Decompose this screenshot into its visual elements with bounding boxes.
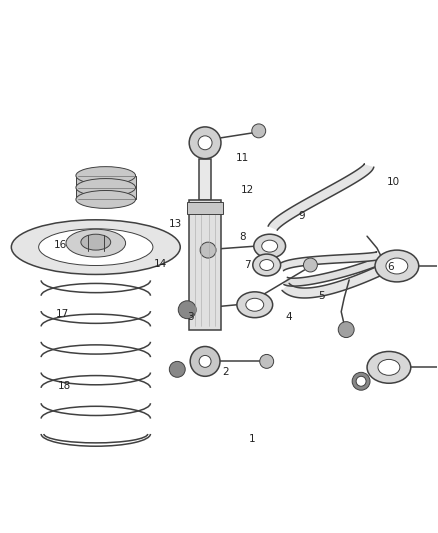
Circle shape (198, 136, 212, 150)
Circle shape (338, 321, 354, 337)
Text: 5: 5 (318, 290, 325, 301)
Circle shape (170, 361, 185, 377)
Circle shape (378, 256, 390, 268)
Ellipse shape (367, 351, 411, 383)
Ellipse shape (262, 240, 278, 252)
Text: 1: 1 (248, 434, 255, 443)
Text: 9: 9 (298, 211, 305, 221)
Bar (199, 159, 211, 200)
Polygon shape (282, 266, 381, 298)
Polygon shape (284, 257, 381, 286)
Text: 12: 12 (240, 185, 254, 195)
Ellipse shape (375, 250, 419, 282)
Polygon shape (278, 252, 382, 271)
Text: 2: 2 (222, 367, 229, 377)
Circle shape (352, 373, 370, 390)
Circle shape (356, 376, 366, 386)
Ellipse shape (66, 229, 126, 257)
Text: 14: 14 (154, 259, 167, 269)
Text: 11: 11 (237, 153, 250, 163)
Text: 4: 4 (285, 312, 292, 322)
Ellipse shape (246, 298, 264, 311)
Ellipse shape (237, 292, 273, 318)
Text: 16: 16 (53, 240, 67, 251)
Polygon shape (268, 164, 374, 230)
Ellipse shape (76, 167, 135, 184)
Ellipse shape (378, 359, 400, 375)
Circle shape (260, 354, 274, 368)
Bar (187, 203, 223, 214)
Ellipse shape (81, 234, 111, 250)
Circle shape (189, 127, 221, 159)
Bar (189, 200, 221, 329)
Text: 3: 3 (187, 312, 194, 322)
Ellipse shape (386, 258, 408, 274)
Ellipse shape (260, 260, 274, 270)
Text: 18: 18 (58, 381, 71, 391)
Bar (76, 175, 135, 199)
Circle shape (304, 258, 318, 272)
Ellipse shape (39, 229, 153, 265)
Text: 8: 8 (240, 232, 246, 243)
Ellipse shape (76, 190, 135, 208)
Ellipse shape (76, 179, 135, 197)
Text: 13: 13 (169, 219, 182, 229)
Circle shape (199, 356, 211, 367)
Ellipse shape (253, 254, 281, 276)
Circle shape (178, 301, 196, 319)
Text: 10: 10 (386, 177, 399, 187)
Circle shape (252, 124, 266, 138)
Circle shape (200, 242, 216, 258)
Text: 17: 17 (56, 309, 69, 319)
Text: 6: 6 (388, 262, 394, 271)
Text: 7: 7 (244, 260, 251, 270)
Ellipse shape (254, 234, 286, 258)
Ellipse shape (11, 220, 180, 274)
Circle shape (190, 346, 220, 376)
